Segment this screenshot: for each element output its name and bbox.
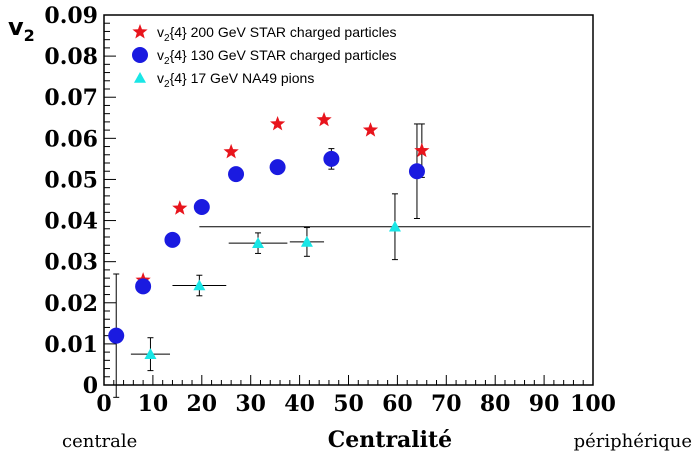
legend-marker-triangle xyxy=(134,72,146,83)
y-tick-label: 0.07 xyxy=(44,85,98,111)
footer-left-label: centrale xyxy=(62,431,137,452)
data-point-star xyxy=(316,111,332,127)
data-point-triangle xyxy=(252,237,265,248)
y-tick-label: 0.02 xyxy=(44,291,98,317)
axis-ticks: 0 10 20 30 40 50 60 70 80 90 100 0 0.01 0.02 0.03 0.04 0… xyxy=(44,3,616,417)
y-tick-label: 0.04 xyxy=(44,209,98,235)
data-point-circle xyxy=(408,163,425,180)
x-tick-label: 40 xyxy=(284,391,315,417)
data-point-triangle xyxy=(388,220,401,232)
y-tick-label: 0.01 xyxy=(44,332,98,358)
y-axis-label: v2 xyxy=(8,13,35,45)
error-bars xyxy=(113,123,591,398)
x-tick-label: 70 xyxy=(431,391,462,417)
x-tick-label: 10 xyxy=(138,391,169,417)
footer-right-label: périphérique xyxy=(574,431,692,452)
data-point-star xyxy=(414,142,430,158)
legend: v2{4} 200 GeV STAR charged particles v2{4… xyxy=(132,24,397,90)
data-point-circle xyxy=(164,231,181,248)
data-point-circle xyxy=(193,198,210,215)
x-tick-label: 60 xyxy=(382,391,413,417)
data-point-circle xyxy=(323,150,340,167)
legend-entry-label: v2{4} 130 GeV STAR charged particles xyxy=(157,47,397,67)
data-point-star xyxy=(269,115,286,131)
data-point-triangle xyxy=(300,235,313,247)
x-tick-label: 20 xyxy=(186,391,217,417)
legend-entry-label: v2{4} 17 GeV NA49 pions xyxy=(157,70,314,90)
y-tick-label: 0.08 xyxy=(44,44,98,70)
x-tick-label: 90 xyxy=(529,391,560,417)
data-point-star xyxy=(223,143,239,159)
data-point-circle xyxy=(135,278,152,295)
data-point-triangle xyxy=(144,348,157,359)
data-point-circle xyxy=(108,327,125,344)
y-tick-label: 0.09 xyxy=(44,3,98,29)
y-tick-label: 0.06 xyxy=(44,126,98,152)
data-points xyxy=(108,111,430,359)
data-point-star xyxy=(172,200,188,215)
x-tick-label: 100 xyxy=(570,391,616,417)
x-tick-label: 0 xyxy=(96,391,111,417)
data-point-circle xyxy=(228,166,245,183)
x-tick-label: 30 xyxy=(235,391,266,417)
x-axis-title: Centralité xyxy=(328,427,452,453)
y-tick-label: 0.05 xyxy=(44,167,98,193)
legend-marker-star xyxy=(132,24,148,39)
data-point-star xyxy=(362,122,379,137)
y-tick-label: 0 xyxy=(83,373,98,399)
x-tick-label: 50 xyxy=(333,391,364,417)
legend-marker-circle xyxy=(132,47,148,63)
x-tick-label: 80 xyxy=(480,391,511,417)
y-tick-label: 0.03 xyxy=(44,250,98,276)
data-point-circle xyxy=(269,159,286,176)
legend-entry-label: v2{4} 200 GeV STAR charged particles xyxy=(157,24,397,44)
data-point-triangle xyxy=(193,279,206,291)
